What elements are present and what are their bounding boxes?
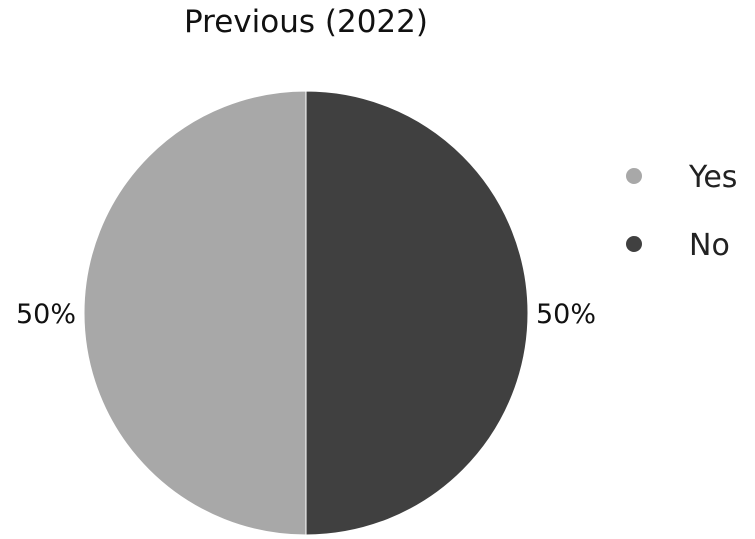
data-label-yes: 50% (16, 299, 76, 330)
pie-slice-no (305, 90, 529, 536)
pie-slice-yes (83, 90, 307, 536)
chart-title: Previous (2022) (184, 4, 428, 40)
legend-label-no: No (689, 228, 730, 263)
pie-slices (83, 90, 529, 536)
pie-data-labels: 50% 50% (16, 299, 596, 330)
legend-label-yes: Yes (688, 160, 737, 195)
legend-marker-yes (626, 168, 642, 184)
data-label-no: 50% (536, 299, 596, 330)
legend-marker-no (626, 236, 642, 252)
chart-legend: Yes No (626, 160, 737, 263)
